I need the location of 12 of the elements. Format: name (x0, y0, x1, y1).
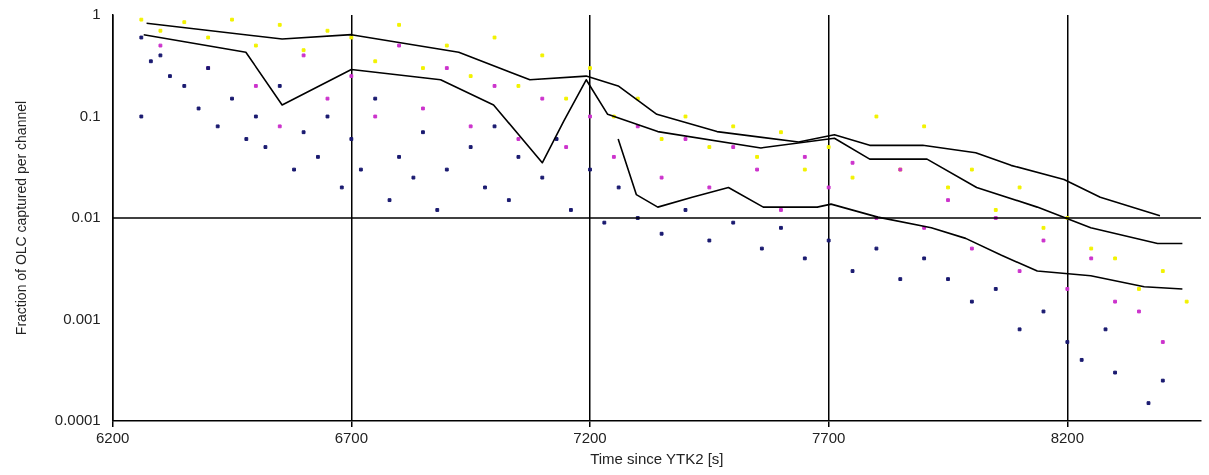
y-tick-label: 1 (92, 5, 101, 23)
x-tick-label: 8200 (1050, 429, 1085, 447)
x-tick-label: 7700 (811, 429, 846, 447)
y-tick-label: 0.001 (63, 309, 101, 327)
x-tick-label: 7200 (573, 429, 607, 447)
y-tick-label: 0.01 (71, 208, 101, 226)
x-axis-title: Time since YTK2 [s] (590, 450, 724, 468)
y-tick-label: 0.0001 (54, 411, 101, 429)
x-tick-label: 6200 (95, 429, 130, 447)
y-tick-label: 0.1 (79, 106, 101, 124)
y-axis-title: Fraction of OLC captured per channel (13, 100, 30, 336)
x-tick-label: 6700 (334, 429, 369, 447)
